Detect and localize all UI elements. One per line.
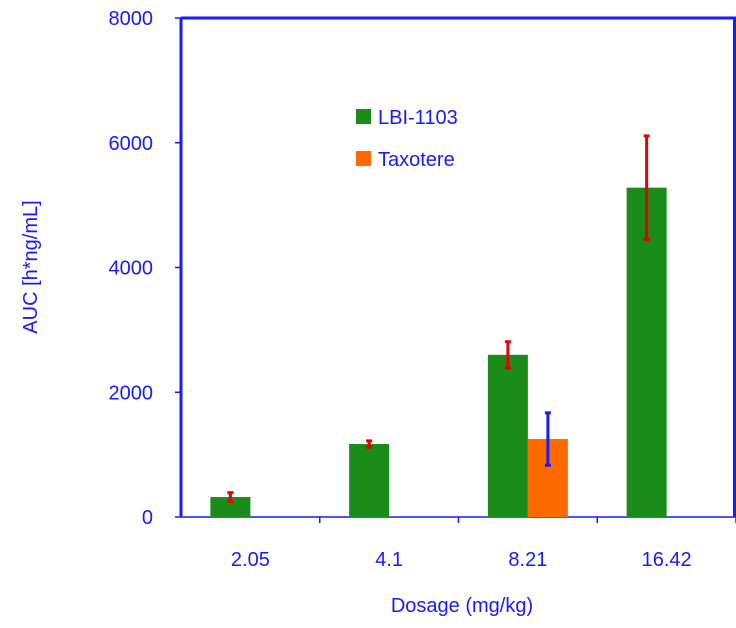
y-axis-ticks: 0 2000 4000 6000 8000 xyxy=(109,8,181,529)
y-tick-label: 0 xyxy=(142,507,153,529)
x-tick-label: 8.21 xyxy=(508,549,547,571)
x-axis-ticks: 2.05 4.1 8.21 16.42 xyxy=(231,517,736,571)
legend-label: LBI-1103 xyxy=(378,107,458,129)
y-tick-label: 8000 xyxy=(109,8,154,30)
bars-group xyxy=(210,187,667,517)
x-tick-label: 2.05 xyxy=(231,549,270,571)
y-tick-label: 4000 xyxy=(109,258,154,280)
y-tick-label: 6000 xyxy=(109,133,154,155)
legend-label: Taxotere xyxy=(378,149,455,171)
legend-swatch xyxy=(356,151,371,166)
x-axis-title: Dosage (mg/kg) xyxy=(391,595,533,617)
y-axis-title: AUC [h*ng/mL] xyxy=(20,200,42,333)
x-tick-label: 16.42 xyxy=(642,549,692,571)
legend: LBI-1103 Taxotere xyxy=(356,107,458,171)
bar xyxy=(349,444,390,517)
legend-swatch xyxy=(356,109,371,124)
bar xyxy=(487,354,528,517)
bar xyxy=(626,187,667,517)
x-tick-label: 4.1 xyxy=(375,549,403,571)
bar xyxy=(210,497,251,517)
error-bars-group xyxy=(227,134,650,503)
y-tick-label: 2000 xyxy=(109,382,154,404)
